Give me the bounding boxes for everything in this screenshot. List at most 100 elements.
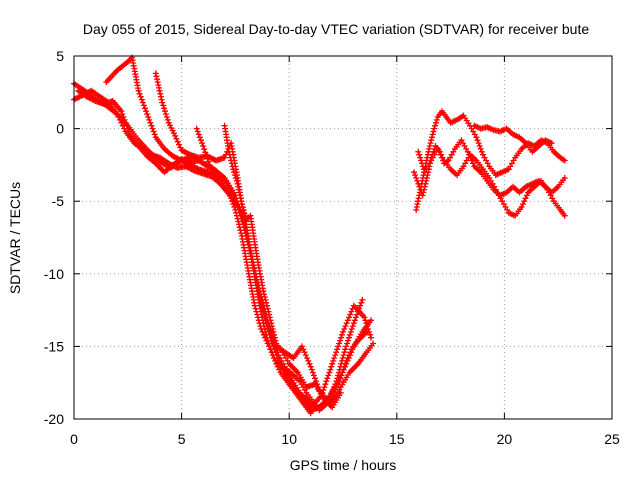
data-point — [309, 412, 312, 415]
data-markers — [71, 80, 374, 411]
y-tick-label: -5 — [52, 193, 65, 209]
data-point — [505, 127, 508, 130]
data-point — [115, 112, 119, 116]
data-point — [130, 56, 134, 59]
data-point — [494, 188, 497, 191]
data-point — [494, 173, 497, 177]
series-track-2 — [75, 87, 374, 414]
y-tick-label: -15 — [44, 338, 64, 354]
data-point — [550, 141, 553, 145]
data-point — [137, 144, 140, 148]
data-point — [232, 168, 235, 171]
data-point — [481, 153, 485, 156]
data-point — [253, 304, 256, 307]
data-point — [473, 165, 476, 168]
data-point — [83, 89, 87, 93]
data-point — [90, 89, 93, 93]
ticks: 0 5 10 15 20 25 -20 -15 -10 -5 0 5 — [44, 48, 620, 447]
data-point — [331, 362, 334, 365]
data-point — [206, 171, 209, 174]
data-point — [167, 121, 170, 125]
data-point — [288, 383, 291, 386]
data-point — [442, 159, 446, 162]
data-point — [309, 406, 312, 409]
data-point — [236, 182, 239, 185]
data-point — [275, 362, 278, 365]
data-point — [557, 185, 560, 188]
data-point — [563, 176, 566, 180]
data-point — [533, 185, 536, 188]
y-tick-label: 0 — [56, 121, 64, 137]
data-point — [537, 144, 540, 148]
data-point — [234, 208, 237, 212]
data-point — [473, 124, 476, 127]
data-point — [501, 171, 504, 174]
data-point — [455, 173, 459, 177]
data-point — [356, 362, 360, 365]
data-point — [158, 160, 162, 164]
data-point — [337, 383, 340, 386]
data-point — [245, 223, 248, 226]
data-point — [292, 388, 295, 392]
data-point — [339, 385, 342, 389]
series-track-4 — [103, 54, 366, 405]
data-point — [559, 208, 562, 212]
data-point — [227, 191, 231, 194]
data-point — [371, 342, 375, 345]
data-point — [296, 394, 299, 397]
data-point — [511, 185, 515, 188]
data-point — [415, 208, 418, 212]
data-point — [507, 211, 510, 214]
data-point — [479, 171, 482, 174]
data-point — [412, 171, 416, 174]
data-point — [281, 351, 284, 354]
data-point — [462, 114, 465, 117]
data-point — [146, 155, 149, 158]
data-point — [481, 168, 485, 171]
data-point — [486, 179, 489, 183]
data-point — [180, 149, 183, 152]
data-point — [486, 125, 489, 129]
data-point — [262, 322, 265, 325]
data-point — [356, 339, 360, 342]
data-point — [189, 163, 192, 167]
data-point — [197, 168, 200, 171]
data-point — [445, 115, 448, 119]
data-point — [285, 368, 289, 371]
data-point — [221, 182, 224, 185]
data-point — [266, 339, 269, 342]
data-point — [255, 255, 259, 258]
data-point — [298, 380, 302, 383]
data-point — [365, 351, 368, 354]
data-point — [283, 377, 287, 380]
x-tick-label: 25 — [604, 431, 620, 447]
data-point — [514, 156, 517, 159]
y-tick-label: -20 — [44, 411, 64, 427]
data-point — [240, 234, 244, 238]
x-tick-label: 5 — [178, 431, 186, 447]
data-point — [432, 130, 435, 133]
data-point — [201, 162, 205, 165]
data-point — [531, 182, 534, 185]
data-point — [126, 60, 129, 63]
data-point — [201, 144, 205, 148]
data-point — [223, 124, 226, 127]
data-point — [488, 165, 491, 168]
x-tick-label: 20 — [497, 431, 513, 447]
data-point — [544, 139, 547, 142]
data-point — [120, 110, 123, 113]
data-point — [436, 115, 439, 119]
data-point — [169, 166, 172, 169]
data-markers — [415, 145, 568, 219]
series-track-3 — [71, 80, 374, 411]
data-point — [417, 182, 420, 185]
data-point — [148, 150, 151, 153]
data-point — [460, 139, 463, 142]
x-tick-label: 15 — [389, 431, 405, 447]
data-point — [171, 155, 175, 158]
data-point — [462, 165, 465, 168]
data-point — [275, 342, 278, 345]
data-point — [475, 136, 478, 139]
data-point — [173, 134, 177, 138]
data-point — [154, 162, 157, 165]
